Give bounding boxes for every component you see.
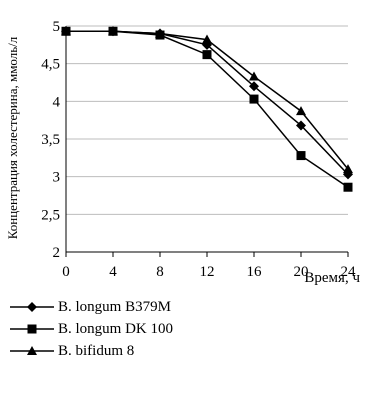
x-tick-label: 20 xyxy=(294,264,309,280)
y-tick-label: 3,5 xyxy=(41,132,60,148)
data-point-diamond xyxy=(296,120,306,131)
data-point-square xyxy=(249,94,259,104)
line-chart: 2 2,5 3 3,5 4 4,5 5 0 4 8 12 16 20 24 Концентрация х… xyxy=(5,19,360,286)
x-tick-label: 16 xyxy=(247,264,263,280)
y-tick-label: 4,5 xyxy=(41,57,60,73)
legend-square-marker-icon xyxy=(10,324,54,334)
series-square xyxy=(61,26,353,192)
grid-lines xyxy=(66,25,348,253)
data-point-triangle xyxy=(249,71,259,81)
x-tick-label: 24 xyxy=(341,264,357,280)
data-point-triangle xyxy=(343,164,353,174)
series-group xyxy=(61,26,353,192)
data-point-triangle xyxy=(296,106,306,116)
data-point-triangle xyxy=(108,26,118,36)
y-tick-label: 4 xyxy=(53,94,61,110)
data-point-diamond xyxy=(249,81,259,92)
legend-triangle-marker-icon xyxy=(10,346,54,355)
legend-diamond-marker-icon xyxy=(10,302,54,312)
data-point-square xyxy=(343,182,353,192)
data-point-square xyxy=(296,151,306,161)
y-tick-label: 5 xyxy=(53,19,61,35)
legend-label: B. longum DK 100 xyxy=(58,320,174,337)
x-axis-title: Время, ч xyxy=(304,270,360,286)
data-point-triangle xyxy=(202,34,212,44)
data-point-triangle xyxy=(61,26,71,36)
legend: B. longum B379M B. longum DK 100 B. bifi… xyxy=(10,296,173,362)
x-tick-labels: 0 4 8 12 16 20 24 xyxy=(62,264,356,280)
x-tick-label: 4 xyxy=(109,264,117,280)
legend-label: B. longum B379M xyxy=(58,298,171,315)
y-tick-label: 2 xyxy=(53,245,61,261)
legend-item: B. longum DK 100 xyxy=(10,318,173,340)
legend-item: B. bifidum 8 xyxy=(10,340,173,362)
x-tick-label: 12 xyxy=(200,264,215,280)
y-axis-title: Концентрация холестерина, ммоль/л xyxy=(5,36,20,239)
y-tick-label: 3 xyxy=(53,170,61,186)
legend-item: B. longum B379M xyxy=(10,296,173,318)
legend-label: B. bifidum 8 xyxy=(58,342,135,359)
axes xyxy=(65,26,349,257)
series-diamond xyxy=(61,26,353,180)
data-point-square xyxy=(202,50,212,60)
x-tick-label: 8 xyxy=(156,264,164,280)
data-point-triangle xyxy=(155,28,165,38)
y-tick-label: 2,5 xyxy=(41,207,60,223)
series-triangle xyxy=(61,26,353,174)
y-tick-labels: 2 2,5 3 3,5 4 4,5 5 xyxy=(41,19,60,261)
x-tick-label: 0 xyxy=(62,264,70,280)
